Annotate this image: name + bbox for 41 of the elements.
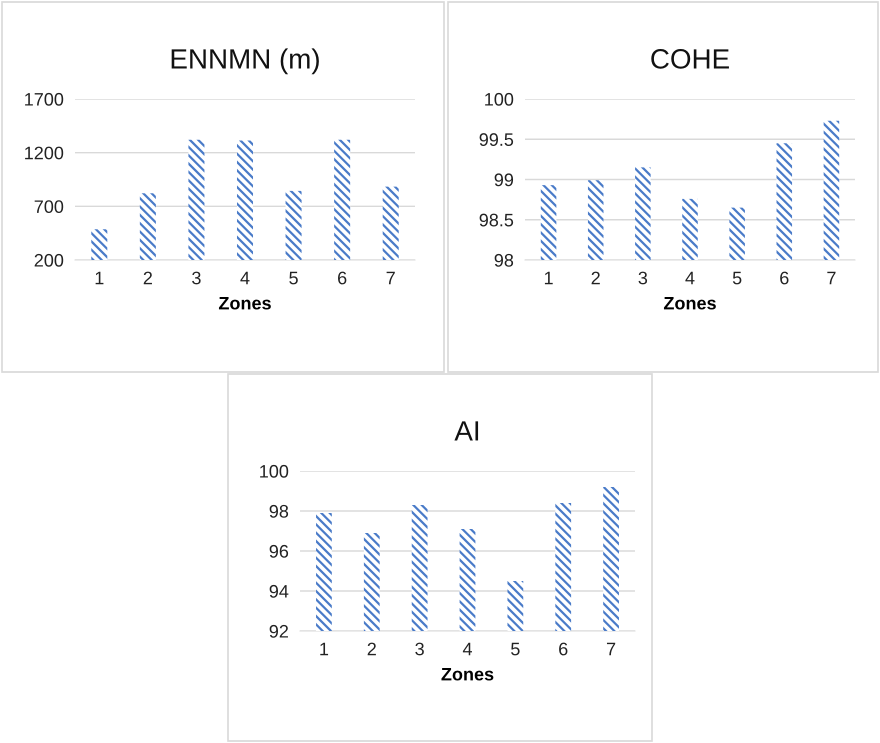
y-tick-label: 98 bbox=[270, 504, 288, 518]
x-tick-label: 5 bbox=[732, 272, 742, 284]
x-tick-label: 6 bbox=[338, 272, 346, 284]
y-tick-label: 1200 bbox=[25, 146, 64, 160]
x-tick-label: 4 bbox=[462, 642, 472, 656]
x-axis-title: Zones bbox=[664, 296, 716, 310]
y-tick-label: 92 bbox=[270, 624, 288, 638]
y-tick-label: 99.5 bbox=[480, 133, 514, 146]
x-tick-label: 6 bbox=[559, 642, 568, 656]
y-tick-label: 96 bbox=[270, 544, 288, 558]
x-axis-title: Zones bbox=[441, 668, 494, 681]
x-tick-label: 5 bbox=[289, 272, 298, 284]
x-tick-label: 4 bbox=[685, 272, 694, 284]
x-tick-label: 7 bbox=[827, 272, 836, 284]
y-tick-label: 200 bbox=[34, 254, 64, 267]
y-tick-label: 99 bbox=[494, 173, 514, 186]
y-tick-label: 1700 bbox=[25, 92, 64, 106]
x-tick-label: 6 bbox=[780, 272, 789, 284]
x-tick-label: 1 bbox=[96, 272, 104, 284]
x-tick-label: 4 bbox=[240, 272, 250, 284]
x-tick-label: 5 bbox=[511, 642, 520, 656]
x-tick-label: 1 bbox=[544, 272, 553, 284]
x-tick-label: 2 bbox=[368, 642, 376, 656]
x-tick-label: 7 bbox=[386, 272, 395, 284]
x-tick-label: 3 bbox=[638, 272, 648, 284]
x-axis-title: Zones bbox=[218, 296, 271, 310]
x-tick-label: 7 bbox=[606, 642, 616, 656]
y-tick-label: 700 bbox=[34, 200, 64, 214]
y-tick-label: 98.5 bbox=[480, 214, 514, 226]
chart-title: AI bbox=[454, 421, 478, 440]
y-tick-label: 94 bbox=[270, 584, 288, 598]
x-tick-label: 3 bbox=[415, 642, 424, 656]
x-tick-label: 3 bbox=[192, 272, 201, 284]
x-tick-label: 2 bbox=[592, 272, 600, 284]
chart-title: COHE bbox=[651, 49, 729, 69]
chart-title: ENNMN (m) bbox=[172, 48, 319, 74]
x-tick-label: 2 bbox=[144, 272, 152, 284]
y-tick-label: 100 bbox=[485, 92, 514, 106]
y-tick-label: 98 bbox=[494, 254, 514, 267]
y-tick-label: 100 bbox=[260, 464, 288, 478]
x-tick-label: 1 bbox=[320, 642, 328, 656]
